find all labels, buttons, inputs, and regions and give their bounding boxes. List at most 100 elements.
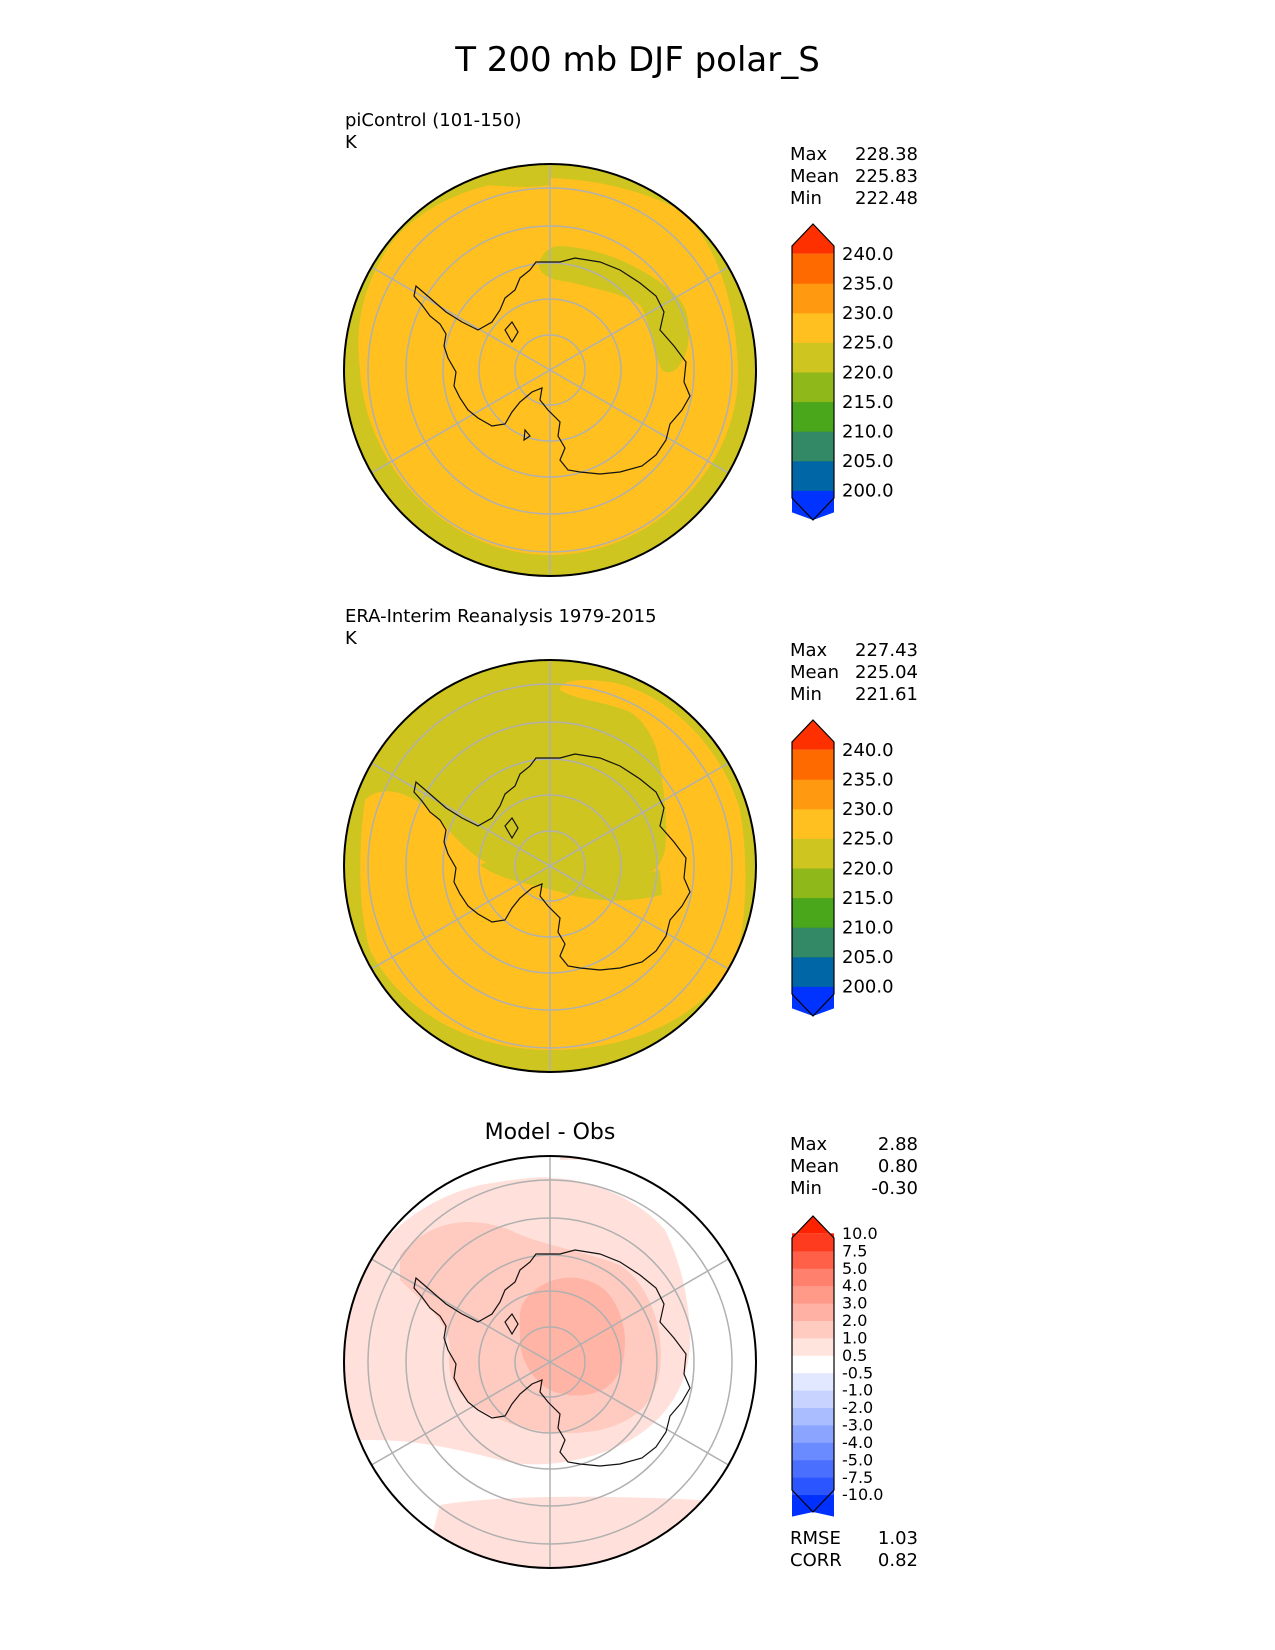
colorbar-swatch bbox=[792, 372, 834, 403]
colorbar-tick-label: 205.0 bbox=[842, 947, 894, 968]
stat-mean-value: 225.04 bbox=[855, 662, 918, 683]
panel-2-labels: ERA-Interim Reanalysis 1979-2015 K bbox=[345, 606, 657, 650]
stat-min-value: -0.30 bbox=[871, 1178, 918, 1199]
colorbar-swatch bbox=[792, 956, 834, 987]
colorbar-swatch bbox=[792, 1216, 834, 1238]
panel-3-metrics: RMSE 1.03 CORR 0.82 bbox=[790, 1528, 918, 1572]
colorbar-swatch bbox=[792, 808, 834, 839]
colorbar-swatch bbox=[792, 1303, 834, 1321]
colorbar-swatch bbox=[792, 253, 834, 284]
stat-max-label: Max bbox=[790, 640, 828, 661]
colorbar-swatch bbox=[792, 749, 834, 780]
colorbar-swatch bbox=[792, 1320, 834, 1339]
colorbar-tick-label: -7.5 bbox=[842, 1468, 873, 1487]
colorbar-tick-label: -0.5 bbox=[842, 1363, 873, 1382]
coastline bbox=[413, 257, 691, 475]
stat-min-label: Min bbox=[790, 188, 822, 209]
colorbar-swatch bbox=[792, 283, 834, 314]
coastline bbox=[413, 1249, 691, 1467]
colorbar-swatch bbox=[792, 838, 834, 869]
corr-label: CORR bbox=[790, 1550, 842, 1571]
colorbar-swatch bbox=[792, 1250, 834, 1269]
colorbar-swatch bbox=[792, 1355, 834, 1374]
stat-min-label: Min bbox=[790, 684, 822, 705]
stat-max-label: Max bbox=[790, 144, 828, 165]
colorbar-tick-label: -4.0 bbox=[842, 1433, 873, 1452]
figure-title: T 200 mb DJF polar_S bbox=[455, 40, 820, 80]
colorbar-tick-label: 200.0 bbox=[842, 977, 894, 998]
gridlines bbox=[367, 660, 733, 1072]
colorbar-tick-label: 200.0 bbox=[842, 481, 894, 502]
colorbar-swatch bbox=[792, 224, 834, 254]
colorbar-swatch bbox=[792, 720, 834, 750]
field-strong bbox=[519, 1277, 625, 1396]
colorbar-swatch bbox=[792, 1442, 834, 1461]
panel-3-title: Model - Obs bbox=[484, 1120, 616, 1145]
panel-1-labels: piControl (101-150) K bbox=[345, 110, 521, 154]
colorbar-swatch bbox=[792, 1268, 834, 1287]
colorbar-swatch bbox=[792, 312, 834, 343]
colorbar-swatch bbox=[792, 1407, 834, 1426]
map-border bbox=[343, 163, 757, 577]
colorbar-swatch bbox=[792, 490, 834, 520]
colorbar-panel-3: -10.0-7.5-5.0-4.0-3.0-2.0-1.0-0.50.51.02… bbox=[791, 1215, 883, 1517]
colorbar-swatch bbox=[792, 1285, 834, 1304]
stat-mean-label: Mean bbox=[790, 1156, 840, 1177]
colorbar-tick-label: 235.0 bbox=[842, 770, 894, 791]
panel-3-stats: Max 2.88 Mean 0.80 Min -0.30 bbox=[790, 1134, 918, 1200]
colorbar-outline bbox=[791, 719, 835, 1017]
colorbar-swatch bbox=[792, 868, 834, 899]
colorbar-tick-label: 230.0 bbox=[842, 799, 894, 820]
colorbar-swatch bbox=[792, 1477, 834, 1496]
gridlines bbox=[367, 1156, 733, 1568]
colorbar-swatch bbox=[792, 1337, 834, 1356]
map-panel-2 bbox=[343, 659, 757, 1073]
stat-max-label: Max bbox=[790, 1134, 828, 1155]
colorbar-tick-label: -2.0 bbox=[842, 1398, 873, 1417]
stat-min-label: Min bbox=[790, 1178, 822, 1199]
colorbar-tick-label: 225.0 bbox=[842, 829, 894, 850]
colorbar-swatch bbox=[792, 1372, 834, 1391]
field-yellow-lower bbox=[360, 680, 746, 1050]
colorbar-tick-label: 215.0 bbox=[842, 888, 894, 909]
colorbar-tick-label: 3.0 bbox=[842, 1294, 867, 1313]
colorbar-tick-label: 10.0 bbox=[842, 1224, 878, 1243]
colorbar-swatch bbox=[792, 1233, 834, 1252]
map-panel-1 bbox=[343, 163, 757, 577]
stat-max-value: 2.88 bbox=[877, 1134, 918, 1155]
colorbar-tick-label: 220.0 bbox=[842, 858, 894, 879]
stat-mean-value: 225.83 bbox=[855, 166, 918, 187]
colorbar-swatch bbox=[792, 1494, 834, 1517]
colorbar-tick-label: 5.0 bbox=[842, 1259, 867, 1278]
colorbar-swatch bbox=[792, 460, 834, 491]
rmse-value: 1.03 bbox=[877, 1528, 918, 1549]
colorbar-tick-label: 210.0 bbox=[842, 422, 894, 443]
colorbar-swatch bbox=[792, 1424, 834, 1443]
colorbar-tick-label: 240.0 bbox=[842, 740, 894, 761]
panel-1-units: K bbox=[345, 132, 357, 153]
colorbar-tick-label: 4.0 bbox=[842, 1276, 867, 1295]
colorbar-tick-label: 2.0 bbox=[842, 1311, 867, 1330]
colorbar-tick-label: 215.0 bbox=[842, 392, 894, 413]
map-border bbox=[343, 1155, 757, 1569]
corr-value: 0.82 bbox=[877, 1550, 918, 1571]
colorbar-panel-2: 200.0 205.0 210.0 215.0 220.0 225.0 230.0 235.0… bbox=[791, 719, 894, 1017]
colorbar-tick-label: 0.5 bbox=[842, 1346, 867, 1365]
colorbar-tick-label: -1.0 bbox=[842, 1381, 873, 1400]
panel-1-stats: Max 228.38 Mean 225.83 Min 222.48 bbox=[790, 144, 918, 210]
stat-mean-label: Mean bbox=[790, 166, 840, 187]
map-border bbox=[343, 659, 757, 1073]
colorbar-tick-label: 230.0 bbox=[842, 303, 894, 324]
colorbar-tick-label: -5.0 bbox=[842, 1450, 873, 1469]
stat-min-value: 221.61 bbox=[855, 684, 918, 705]
field-olive-upper-right bbox=[538, 246, 689, 373]
colorbar-swatch bbox=[792, 927, 834, 958]
colorbar-tick-label: 7.5 bbox=[842, 1241, 867, 1260]
colorbar-swatch bbox=[792, 779, 834, 810]
coastline bbox=[413, 753, 691, 971]
panel-2-title: ERA-Interim Reanalysis 1979-2015 bbox=[345, 606, 657, 627]
colorbar-swatch bbox=[792, 897, 834, 928]
colorbar-swatch bbox=[792, 1390, 834, 1409]
rmse-label: RMSE bbox=[790, 1528, 841, 1549]
